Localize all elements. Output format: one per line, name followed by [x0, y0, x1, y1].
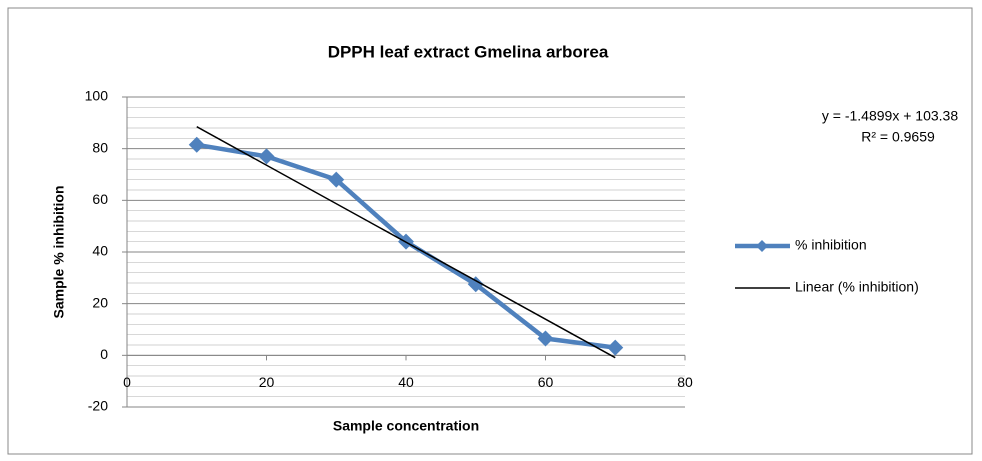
marker [537, 330, 554, 347]
y-axis-title: Sample % inhibition [51, 185, 67, 318]
x-tick-label: 80 [677, 374, 693, 390]
y-tick-label: 0 [100, 346, 108, 362]
marker [328, 171, 345, 188]
marker [607, 339, 624, 356]
chart-title: DPPH leaf extract Gmelina arborea [328, 42, 609, 61]
legend-label: % inhibition [795, 237, 867, 253]
marker [467, 276, 484, 293]
x-tick-label: 20 [259, 374, 275, 390]
y-tick-label: 40 [92, 243, 108, 259]
y-tick-label: 60 [92, 191, 108, 207]
legend-marker [756, 240, 768, 252]
trend-line [196, 126, 616, 359]
y-tick-label: 80 [92, 139, 108, 155]
marker [188, 136, 205, 153]
x-axis-title: Sample concentration [333, 418, 479, 434]
annotation: R² = 0.9659 [861, 129, 935, 145]
y-tick-label: -20 [88, 398, 108, 414]
x-tick-label: 60 [538, 374, 554, 390]
annotation: y = -1.4899x + 103.38 [822, 108, 958, 124]
marker [258, 148, 275, 165]
x-tick-label: 40 [398, 374, 414, 390]
y-tick-label: 100 [85, 88, 109, 104]
legend-label: Linear (% inhibition) [795, 279, 919, 295]
y-tick-label: 20 [92, 294, 108, 310]
x-tick-label: 0 [123, 374, 131, 390]
